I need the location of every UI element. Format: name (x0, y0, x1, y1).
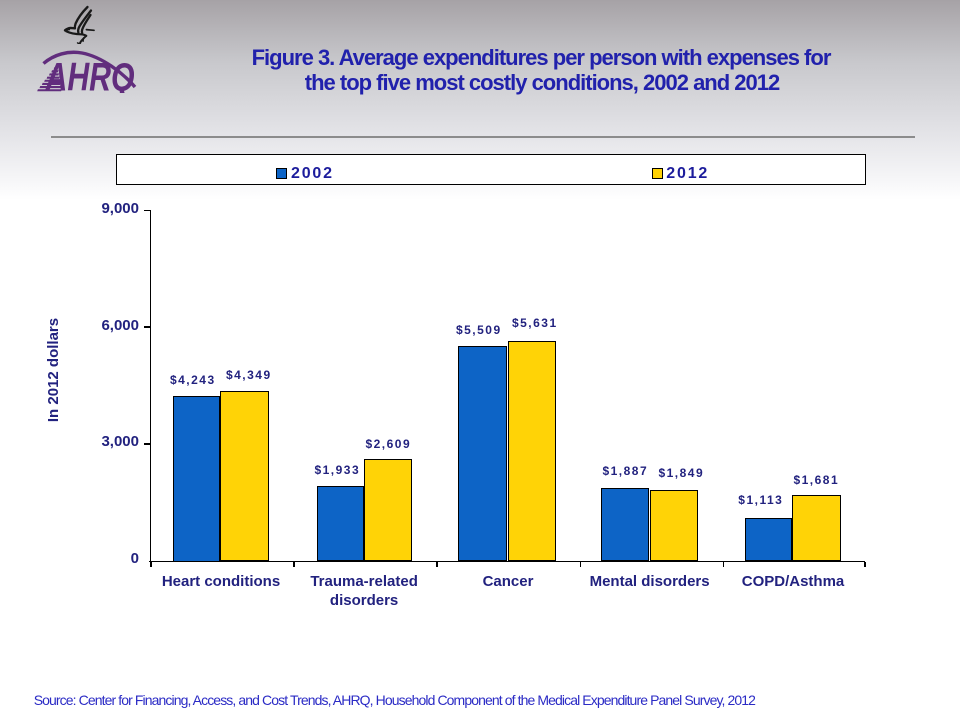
svg-text:AHRQ: AHRQ (45, 56, 135, 94)
